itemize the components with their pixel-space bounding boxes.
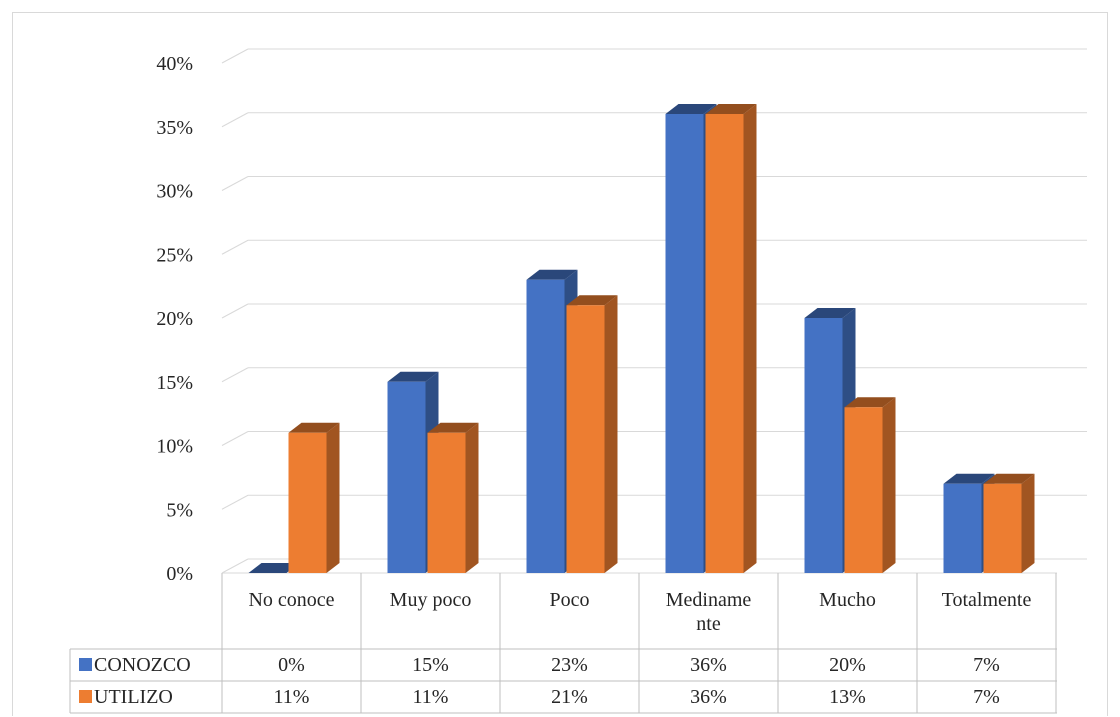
gridline-depth	[221, 48, 249, 64]
data-label: 0%	[278, 654, 305, 676]
bar-side	[326, 422, 340, 573]
bars	[248, 104, 1035, 573]
bar-front	[804, 318, 843, 573]
bar-front	[983, 483, 1022, 573]
bar-utilizo-4	[844, 397, 896, 573]
y-tick-label: 5%	[166, 499, 193, 521]
bar-front	[427, 432, 466, 573]
bar-utilizo-5	[983, 473, 1035, 573]
category-label: No conoce	[248, 589, 334, 611]
bar-conozco-1	[387, 371, 439, 573]
bar-top	[288, 422, 340, 433]
bar-front	[943, 483, 982, 573]
bar-top	[844, 397, 896, 408]
data-label: 15%	[412, 654, 449, 676]
bar-front	[665, 114, 704, 573]
bar-top	[705, 104, 757, 114]
bar-utilizo-3	[705, 104, 757, 573]
gridline-depth	[221, 558, 249, 574]
y-tick-label: 10%	[156, 436, 193, 458]
data-label: 21%	[551, 686, 588, 708]
y-tick-label: 30%	[156, 181, 193, 203]
legend-label-utilizo: UTILIZO	[94, 686, 173, 708]
data-label: 7%	[973, 686, 1000, 708]
bar-front	[844, 407, 883, 573]
bar-top	[804, 308, 856, 318]
bar-top	[248, 563, 300, 573]
bar-top	[526, 269, 578, 280]
bar-top	[566, 295, 618, 306]
bar-front	[288, 432, 327, 573]
legend-key-utilizo	[79, 690, 92, 703]
data-label: 23%	[551, 654, 588, 676]
category-label: Mediname	[666, 589, 752, 611]
data-label: 11%	[274, 686, 310, 708]
bar-conozco-0	[248, 563, 300, 573]
bar-side	[465, 422, 479, 573]
bar-front	[526, 279, 565, 573]
bar-top	[387, 371, 439, 382]
bar-front	[387, 381, 426, 573]
bar-utilizo-1	[427, 422, 479, 573]
gridline-depth	[221, 176, 249, 191]
y-tick-label: 40%	[156, 53, 193, 75]
gridline-depth	[221, 303, 249, 319]
data-label: 20%	[829, 654, 866, 676]
category-label: Poco	[550, 589, 590, 611]
y-tick-label: 35%	[156, 117, 193, 139]
bar-side	[743, 104, 757, 573]
bar-top	[665, 104, 717, 114]
gridline-depth	[221, 112, 249, 128]
gridline-depth	[221, 367, 249, 383]
category-label: Totalmente	[942, 589, 1032, 611]
y-tick-label: 15%	[156, 372, 193, 394]
bar-top	[427, 422, 479, 433]
bar-side	[882, 397, 896, 573]
data-label: 13%	[829, 686, 866, 708]
bar-chart: 0% 5% 10% 15% 20% 25% 30% 35% 40% No conoce Muy p…	[69, 48, 1087, 714]
chart-frame: 0% 5% 10% 15% 20% 25% 30% 35% 40% No conoce Muy p…	[12, 12, 1108, 716]
y-tick-label: 20%	[156, 308, 193, 330]
bar-side	[1021, 473, 1035, 573]
gridline-depth	[221, 431, 249, 446]
data-label: 7%	[973, 654, 1000, 676]
gridline-depth	[221, 494, 249, 510]
category-label: Muy poco	[390, 589, 472, 611]
bar-utilizo-0	[288, 422, 340, 573]
bar-front	[566, 305, 605, 573]
data-label: 11%	[413, 686, 449, 708]
data-label: 36%	[690, 686, 727, 708]
y-tick-label: 0%	[166, 563, 193, 585]
bar-side	[604, 295, 618, 573]
category-label: nte	[696, 613, 721, 635]
legend-key-conozco	[79, 658, 92, 671]
data-label: 36%	[690, 654, 727, 676]
bar-utilizo-2	[566, 295, 618, 573]
category-label: Mucho	[819, 589, 876, 611]
bar-top	[943, 473, 995, 484]
y-tick-label: 25%	[156, 244, 193, 266]
bar-top	[983, 473, 1035, 484]
legend-label-conozco: CONOZCO	[94, 654, 191, 676]
bar-front	[705, 114, 744, 573]
y-axis-ticks: 0% 5% 10% 15% 20% 25% 30% 35% 40%	[156, 53, 193, 585]
gridline-depth	[221, 239, 249, 255]
